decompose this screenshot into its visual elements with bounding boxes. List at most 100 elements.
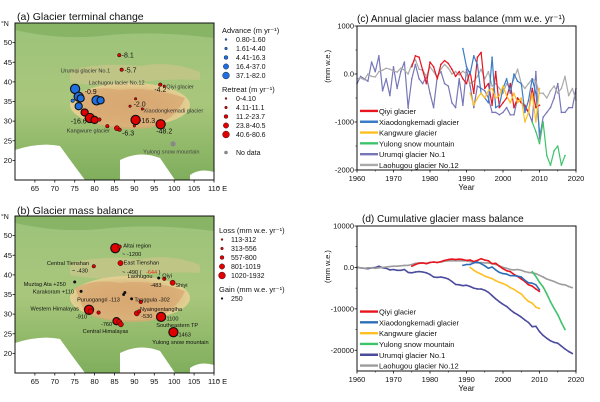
data-point [498, 94, 501, 97]
data-point [392, 66, 395, 68]
data-point [535, 106, 537, 109]
data-point [483, 90, 486, 92]
data-point [359, 77, 362, 79]
data-point [400, 70, 402, 73]
legend-advance-label: 0.80-1.60 [236, 37, 266, 44]
data-point [465, 284, 468, 287]
data-point [381, 69, 384, 71]
data-point [367, 80, 369, 82]
map-b-terrain: Altai region ~ -1200 Central Tienshan~ -43… [15, 216, 214, 373]
data-point [527, 271, 530, 274]
data-point [407, 271, 409, 274]
map-point-advance [96, 96, 105, 105]
data-point [429, 61, 431, 63]
x-tick-label: 105 [188, 377, 201, 386]
legend-loss-label: 313-556 [231, 246, 257, 253]
map-annotation: Lachugou lacier No.12 [89, 80, 145, 86]
data-point [564, 348, 566, 350]
x-tick-label: 1970 [385, 174, 402, 183]
data-point [483, 264, 486, 267]
data-point [462, 258, 464, 261]
x-tick-label: 105 [188, 184, 201, 193]
y-tick-label: 30 [4, 310, 12, 319]
data-point [407, 73, 409, 75]
data-point [458, 74, 461, 76]
map-point-nodata [170, 141, 176, 147]
data-point [564, 328, 566, 331]
data-point [374, 70, 377, 73]
data-point [414, 263, 417, 266]
data-point [549, 90, 552, 92]
data-point [440, 63, 442, 66]
data-point [520, 278, 523, 280]
data-point [505, 78, 508, 80]
data-point [381, 90, 384, 92]
data-point [476, 261, 479, 263]
data-point [509, 114, 512, 116]
data-point [487, 267, 490, 270]
data-point [425, 82, 428, 85]
data-point [400, 67, 402, 70]
data-point [363, 267, 366, 270]
data-point [538, 290, 541, 293]
data-point [469, 285, 471, 288]
data-point [513, 114, 515, 116]
data-point [564, 75, 566, 78]
data-point [531, 285, 533, 287]
map-annotation: Qiyi glacier [166, 84, 194, 90]
x-tick-label: 80 [90, 184, 98, 193]
legend-loss-title: Loss (mm w.e. yr⁻¹) [219, 226, 285, 235]
data-point [516, 68, 519, 70]
legend-retreat-label: 40.6-80.6 [236, 132, 266, 139]
data-point [465, 259, 468, 262]
data-point [410, 272, 413, 274]
data-point [531, 87, 533, 90]
y-axis-label: °N [1, 213, 9, 221]
data-point [505, 273, 508, 275]
data-point [542, 286, 544, 288]
data-point [469, 73, 471, 75]
data-point [418, 270, 420, 273]
y-tick-label: -10000 [331, 304, 354, 313]
data-point [451, 258, 453, 260]
map-point-retreat [117, 53, 122, 58]
data-point [480, 288, 482, 290]
map-a-points [69, 53, 176, 147]
data-point [567, 106, 570, 109]
data-point [473, 287, 475, 289]
x-axis-label: Year [458, 384, 475, 393]
data-point [425, 75, 428, 78]
data-point [462, 264, 464, 267]
y-tick-label: 35 [4, 290, 12, 299]
data-point [476, 97, 479, 99]
legend-retreat-marker [223, 122, 229, 129]
data-point [498, 265, 501, 267]
data-point [429, 92, 431, 94]
map-annotation: -48.2 [156, 128, 172, 135]
data-point [527, 82, 530, 85]
data-point [538, 87, 541, 90]
data-point [513, 269, 515, 271]
data-point [535, 284, 537, 286]
data-point [359, 267, 362, 269]
data-point [483, 275, 486, 277]
data-point [531, 325, 533, 328]
data-point [553, 85, 555, 87]
data-point [571, 87, 574, 90]
legend-label: Xiaodongkemadi glacier [379, 118, 460, 127]
y-tick-label: 40 [4, 77, 12, 86]
map-annotation: -4.2 [154, 87, 166, 94]
data-point [553, 280, 555, 283]
map-annotation: Laohugou [128, 274, 153, 280]
data-point [473, 92, 475, 94]
data-point [421, 82, 424, 85]
map-annotation: Yulong snow mountain [152, 340, 208, 346]
map-annotation: Tanggula -302 [134, 298, 169, 304]
data-point [513, 73, 515, 75]
x-axis-label: Year [458, 183, 475, 192]
data-point [487, 262, 490, 264]
data-point [480, 262, 482, 265]
map-point-loss [162, 276, 167, 281]
data-point [491, 266, 493, 268]
data-point [480, 92, 482, 94]
